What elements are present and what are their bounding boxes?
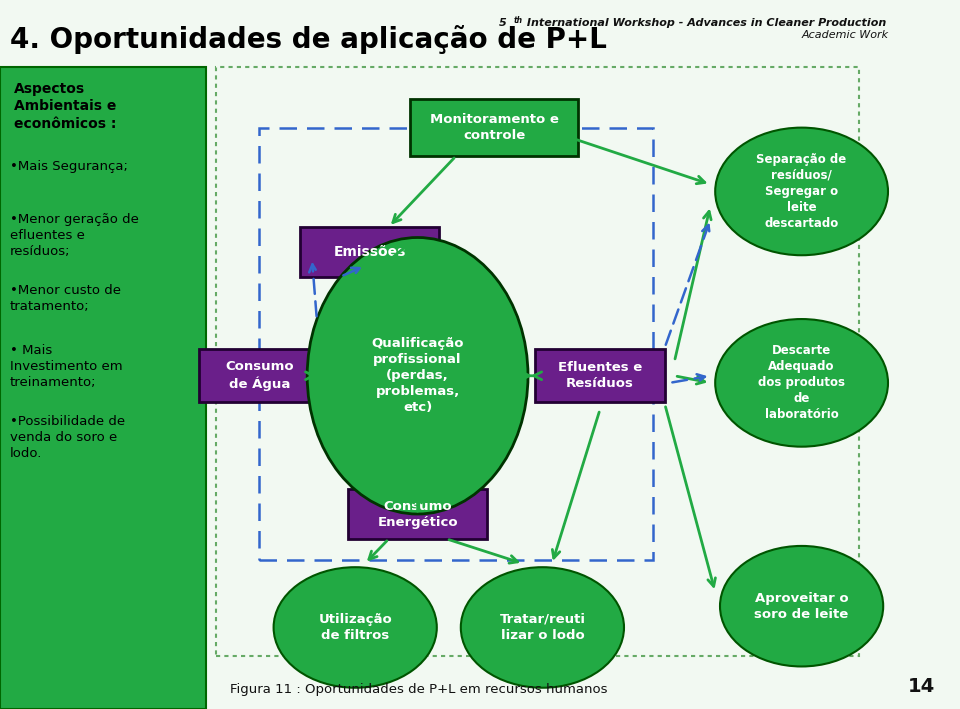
- Text: Emissões: Emissões: [333, 245, 406, 259]
- FancyBboxPatch shape: [348, 489, 487, 539]
- FancyBboxPatch shape: [411, 99, 578, 156]
- Text: Figura 11 : Oportunidades de P+L em recursos humanos: Figura 11 : Oportunidades de P+L em recu…: [230, 683, 608, 696]
- Bar: [0, 67, 206, 709]
- Circle shape: [715, 128, 888, 255]
- Text: Tratar/reuti
lizar o lodo: Tratar/reuti lizar o lodo: [499, 613, 586, 642]
- Text: 14: 14: [908, 677, 935, 696]
- Text: 5: 5: [499, 18, 507, 28]
- Text: •Possibilidade de
venda do soro e
lodo.: •Possibilidade de venda do soro e lodo.: [10, 415, 125, 459]
- Text: Efluentes e
Resíduos: Efluentes e Resíduos: [558, 362, 642, 390]
- Bar: [259, 128, 653, 560]
- Text: Separação de
resíduos/
Segregar o
leite
descartado: Separação de resíduos/ Segregar o leite …: [756, 153, 847, 230]
- Ellipse shape: [307, 238, 528, 514]
- Text: Consumo
de Água: Consumo de Água: [225, 360, 294, 391]
- Text: Academic Work: Academic Work: [802, 30, 888, 40]
- Bar: [216, 67, 859, 656]
- Text: Utilização
de filtros: Utilização de filtros: [319, 613, 392, 642]
- Text: Monitoramento e
controle: Monitoramento e controle: [430, 113, 559, 142]
- Text: • Mais
Investimento em
treinamento;: • Mais Investimento em treinamento;: [10, 344, 122, 389]
- Text: 4. Oportunidades de aplicação de P+L: 4. Oportunidades de aplicação de P+L: [10, 25, 607, 54]
- Circle shape: [715, 319, 888, 447]
- Text: •Mais Segurança;: •Mais Segurança;: [10, 160, 128, 172]
- Text: International Workshop - Advances in Cleaner Production: International Workshop - Advances in Cle…: [523, 18, 886, 28]
- Circle shape: [274, 567, 437, 688]
- Text: th: th: [514, 16, 522, 25]
- Text: •Menor geração de
efluentes e
resíduos;: •Menor geração de efluentes e resíduos;: [10, 213, 138, 257]
- Text: Consumo
Energético: Consumo Energético: [377, 500, 458, 528]
- Text: •Menor custo de
tratamento;: •Menor custo de tratamento;: [10, 284, 121, 313]
- Text: Aspectos
Ambientais e
econômicos :: Aspectos Ambientais e econômicos :: [14, 82, 117, 131]
- Text: Aproveitar o
soro de leite: Aproveitar o soro de leite: [755, 592, 849, 620]
- Text: Qualificação
profissional
(perdas,
problemas,
etc): Qualificação profissional (perdas, probl…: [372, 337, 464, 414]
- FancyBboxPatch shape: [200, 350, 319, 403]
- FancyBboxPatch shape: [300, 227, 440, 277]
- Text: Descarte
Adequado
dos produtos
de
laboratório: Descarte Adequado dos produtos de labora…: [758, 345, 845, 421]
- Circle shape: [720, 546, 883, 666]
- Circle shape: [461, 567, 624, 688]
- FancyBboxPatch shape: [536, 350, 664, 403]
